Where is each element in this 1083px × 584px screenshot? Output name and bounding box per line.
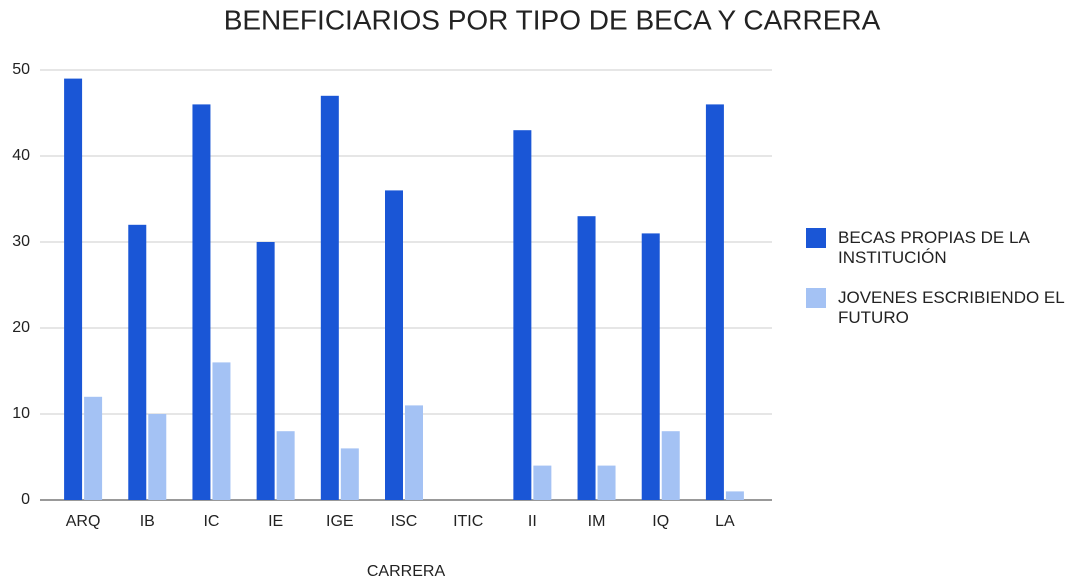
x-axis-label: CARRERA [367, 563, 446, 580]
y-tick-label: 0 [21, 491, 30, 508]
bar [84, 396, 103, 500]
bar [340, 448, 359, 500]
legend-swatch [806, 228, 826, 248]
y-tick-label: 20 [12, 319, 30, 336]
bar [597, 465, 616, 500]
y-tick-label: 50 [12, 61, 30, 78]
x-tick-label: ARQ [66, 513, 101, 530]
y-tick-label: 10 [12, 405, 30, 422]
legend-swatch [806, 288, 826, 308]
x-tick-label: IE [268, 513, 283, 530]
legend-label: BECAS PROPIAS DE LA INSTITUCIÓN [838, 228, 1029, 267]
x-tick-label: ISC [391, 513, 418, 530]
bar [405, 405, 423, 500]
bar [641, 233, 660, 500]
bar [64, 78, 83, 500]
legend-label: JOVENES ESCRIBIENDO EL FUTURO [838, 288, 1065, 327]
bar [533, 465, 552, 500]
bar [148, 414, 167, 500]
bar [192, 104, 211, 501]
x-tick-label: LA [715, 513, 735, 530]
bar [276, 431, 295, 500]
x-tick-label: II [528, 513, 537, 530]
y-tick-label: 30 [12, 233, 30, 250]
x-tick-label: IC [203, 513, 219, 530]
bar [256, 242, 275, 500]
x-tick-label: ITIC [453, 513, 483, 530]
legend-entry: JOVENES ESCRIBIENDO EL FUTURO [806, 288, 1076, 328]
bar [212, 362, 231, 500]
x-tick-label: IGE [326, 513, 354, 530]
x-tick-label: IQ [652, 513, 669, 530]
bar [320, 95, 339, 501]
chart-title: BENEFICIARIOS POR TIPO DE BECA Y CARRERA [224, 4, 881, 35]
bar [513, 130, 532, 500]
legend-entry: BECAS PROPIAS DE LA INSTITUCIÓN [806, 228, 1076, 268]
y-tick-label: 40 [12, 147, 30, 164]
bar [705, 104, 724, 501]
x-tick-label: IB [140, 513, 155, 530]
bar [385, 190, 403, 500]
bar [128, 224, 147, 501]
bar [661, 431, 680, 500]
bar [725, 491, 744, 500]
bar [577, 216, 596, 500]
x-tick-label: IM [588, 513, 606, 530]
